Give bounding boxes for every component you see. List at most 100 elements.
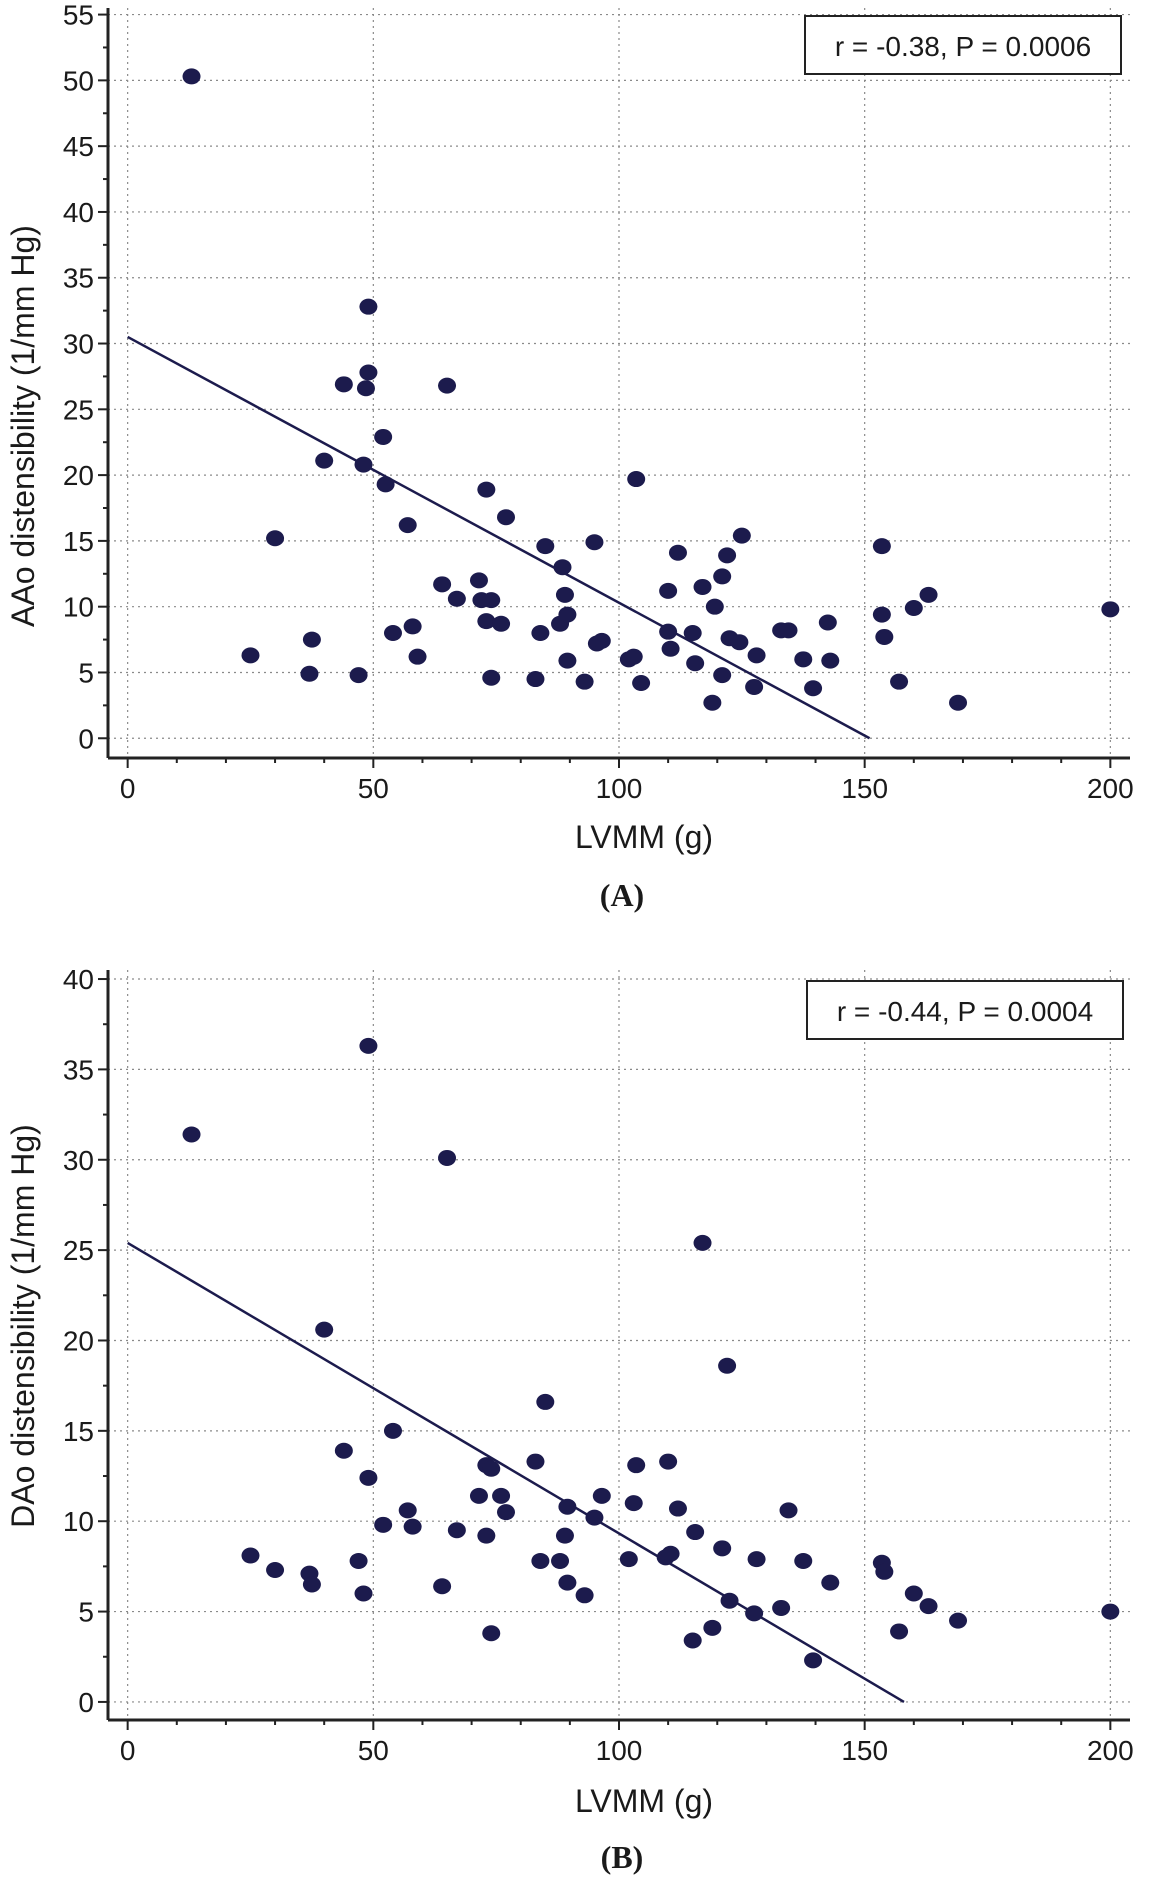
panel-b-regression-line xyxy=(127,1241,905,1704)
panel-a-data-point xyxy=(686,655,705,672)
panel-a-data-point xyxy=(477,481,496,498)
panel-b-data-point xyxy=(1101,1603,1120,1620)
panel-a-y-tick-label: 35 xyxy=(63,263,94,294)
panel-a-data-point xyxy=(359,298,378,315)
panel-b-data-point xyxy=(334,1442,353,1459)
panel-b-data-point xyxy=(804,1652,823,1669)
panel-a-y-tick-label: 55 xyxy=(63,0,94,31)
panel-b-data-point xyxy=(482,1625,501,1642)
panel-a-data-point xyxy=(668,544,687,561)
panel-a-data-point xyxy=(659,623,678,640)
panel-b-data-point xyxy=(555,1527,574,1544)
panel-b-x-tick-label: 0 xyxy=(120,1735,136,1766)
panel-a-y-tick-label: 40 xyxy=(63,197,94,228)
panel-a-data-point xyxy=(315,452,334,469)
panel-a-data-point xyxy=(555,586,574,603)
panel-a-data-point xyxy=(627,471,646,488)
panel-a-data-point xyxy=(585,534,604,551)
panel-b-data-point xyxy=(558,1574,577,1591)
panel-a-data-point xyxy=(718,547,737,564)
panel-a-y-tick-label: 0 xyxy=(78,723,94,754)
panel-b-data-point xyxy=(315,1321,334,1338)
panel-b-y-tick-label: 15 xyxy=(63,1416,94,1447)
panel-a-data-point xyxy=(779,622,798,639)
panel-b-data-point xyxy=(359,1469,378,1486)
panel-a-data-point xyxy=(408,648,427,665)
panel-b-data-point xyxy=(919,1598,938,1615)
panel-b-points xyxy=(182,1037,1120,1669)
panel-b-data-point xyxy=(482,1460,501,1477)
panel-b-y-axis-title: DAo distensibility (1/mm Hg) xyxy=(5,1124,41,1528)
panel-b-x-tick-label: 50 xyxy=(358,1735,389,1766)
panel-a-data-point xyxy=(536,538,555,555)
panel-a-x-tick-label: 100 xyxy=(596,773,643,804)
panel-a-data-point xyxy=(558,652,577,669)
panel-a-fit-line xyxy=(127,335,871,740)
panel-b-data-point xyxy=(182,1126,201,1143)
panel-b-data-point xyxy=(433,1578,452,1595)
panel-a-data-point xyxy=(526,671,545,688)
panel-a-y-tick-label: 5 xyxy=(78,657,94,688)
panel-b-data-point xyxy=(668,1500,687,1517)
panel-b-data-point xyxy=(469,1487,488,1504)
panel-a-data-point xyxy=(713,568,732,585)
panel-a-data-point xyxy=(624,648,643,665)
panel-b-stats-box xyxy=(806,980,1124,1040)
panel-a-data-point xyxy=(383,625,402,641)
panel-a-data-point xyxy=(904,600,923,616)
panel-a-regression-line xyxy=(127,335,871,740)
panel-a-data-point xyxy=(477,613,496,630)
panel-b-data-point xyxy=(551,1552,570,1569)
panel-a-data-point xyxy=(403,618,422,635)
panel-a-data-point xyxy=(447,590,466,607)
panel-b-data-point xyxy=(302,1576,321,1593)
panel-a-data-point xyxy=(693,578,712,595)
panel-a-axes xyxy=(98,8,1130,768)
panel-a-data-point xyxy=(732,527,751,544)
panel-b-data-point xyxy=(821,1574,840,1591)
panel-b-x-tick-label: 150 xyxy=(841,1735,888,1766)
panel-b-y-tick-labels: 0 5 10 15 20 25 30 35 40 xyxy=(63,964,94,1718)
panel-b-y-tick-label: 5 xyxy=(78,1597,94,1628)
panel-b-data-point xyxy=(266,1562,285,1578)
panel-b-data-point xyxy=(398,1502,417,1519)
panel-b-y-tick-label: 35 xyxy=(63,1054,94,1085)
panel-b-stats-text: r = -0.44, P = 0.0004 xyxy=(837,996,1093,1027)
panel-a-y-tick-label: 10 xyxy=(63,592,94,623)
panel-a-data-point xyxy=(300,665,319,682)
panel-a-y-axis-title: AAo distensibility (1/mm Hg) xyxy=(5,225,41,627)
panel-b-data-point xyxy=(619,1551,638,1568)
panel-b-data-point xyxy=(779,1502,798,1519)
panel-a-data-point xyxy=(374,428,393,445)
panel-b-gridlines xyxy=(108,970,1130,1720)
panel-a-data-point xyxy=(356,380,375,397)
panel-b-data-point xyxy=(794,1552,813,1569)
panel-b-data-point xyxy=(403,1518,422,1535)
panel-a-data-point xyxy=(553,559,572,576)
panel-a-data-point xyxy=(818,614,837,631)
panel-a-data-point xyxy=(433,576,452,593)
panel-b-data-point xyxy=(693,1234,712,1251)
panel-a-data-point xyxy=(794,651,813,668)
panel-a-data-point xyxy=(482,669,501,686)
panel-a-y-tick-label: 15 xyxy=(63,526,94,557)
panel-b-fit-line xyxy=(127,1241,905,1704)
panel-b-data-point xyxy=(558,1498,577,1515)
panel-a-data-point xyxy=(558,606,577,623)
panel-a-data-point xyxy=(398,517,417,534)
panel-a-data-point xyxy=(713,667,732,684)
panel-a-x-tick-label: 0 xyxy=(120,773,136,804)
panel-b-data-point xyxy=(575,1587,594,1604)
panel-b-y-tick-label: 20 xyxy=(63,1325,94,1356)
panel-a-data-point xyxy=(354,456,373,473)
panel-a-data-point xyxy=(469,572,488,589)
panel-b-data-point xyxy=(686,1524,705,1541)
panel-a-data-point xyxy=(302,631,321,648)
panel-b-x-tick-label: 200 xyxy=(1087,1735,1134,1766)
panel-a-points xyxy=(182,68,1120,711)
panel-b-data-point xyxy=(477,1527,496,1544)
panel-b-x-tick-label: 100 xyxy=(596,1735,643,1766)
panel-b-data-point xyxy=(718,1357,737,1374)
panel-b-data-point xyxy=(713,1540,732,1557)
panel-a-y-tick-label: 50 xyxy=(63,65,94,96)
